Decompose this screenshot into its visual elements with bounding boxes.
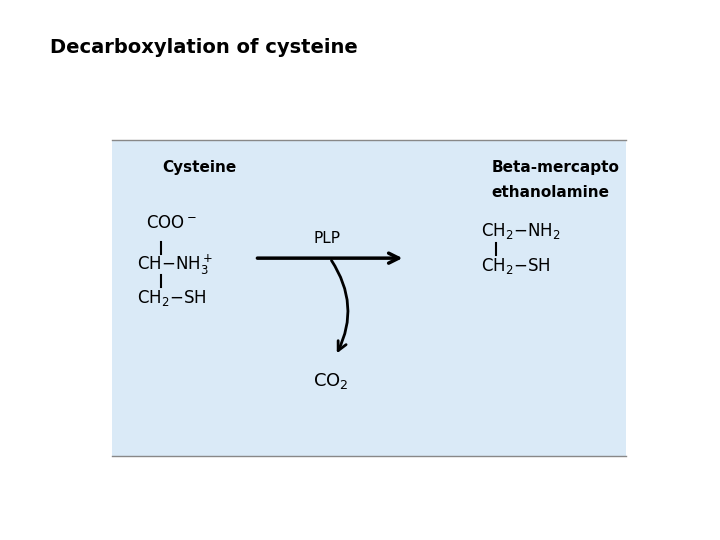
Text: $\mathsf{CO_2}$: $\mathsf{CO_2}$ <box>313 371 349 391</box>
Text: $\mathsf{CH_2{-}NH_2}$: $\mathsf{CH_2{-}NH_2}$ <box>481 221 560 241</box>
Text: $\mathsf{CH_2{-}SH}$: $\mathsf{CH_2{-}SH}$ <box>481 256 550 276</box>
Text: $\mathsf{COO^-}$: $\mathsf{COO^-}$ <box>145 214 197 232</box>
Text: Cysteine: Cysteine <box>163 160 237 176</box>
Text: $\mathsf{CH_2{-}SH}$: $\mathsf{CH_2{-}SH}$ <box>138 288 207 308</box>
Text: Beta-mercapto: Beta-mercapto <box>492 160 620 176</box>
Text: PLP: PLP <box>314 231 341 246</box>
FancyArrowPatch shape <box>331 260 348 350</box>
Text: Decarboxylation of cysteine: Decarboxylation of cysteine <box>50 38 358 57</box>
Text: $\mathsf{CH{-}NH_3^+}$: $\mathsf{CH{-}NH_3^+}$ <box>138 252 213 276</box>
Text: ethanolamine: ethanolamine <box>492 185 610 200</box>
FancyBboxPatch shape <box>112 140 626 456</box>
